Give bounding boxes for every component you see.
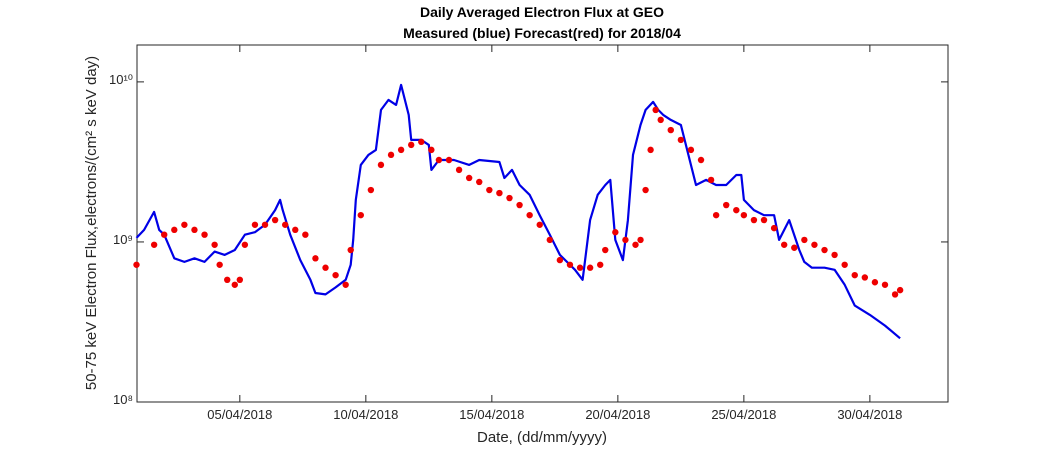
forecast-dot bbox=[861, 274, 869, 281]
forecast-dot bbox=[632, 241, 639, 248]
x-tick-label: 20/04/2018 bbox=[585, 407, 650, 422]
forecast-dot bbox=[740, 211, 748, 219]
forecast-dot bbox=[435, 156, 443, 164]
forecast-dot bbox=[536, 221, 543, 228]
measured-line bbox=[135, 83, 901, 340]
forecast-dot bbox=[292, 226, 299, 234]
forecast-dot bbox=[780, 241, 788, 248]
forecast-dot bbox=[506, 194, 513, 202]
forecast-dot bbox=[733, 206, 740, 214]
forecast-dot bbox=[642, 186, 649, 194]
forecast-dot bbox=[811, 241, 818, 248]
chart-title: Daily Averaged Electron Flux at GEO bbox=[420, 4, 664, 20]
forecast-dot bbox=[586, 264, 594, 271]
forecast-dot bbox=[465, 174, 473, 182]
forecast-dot bbox=[357, 211, 364, 219]
forecast-dot bbox=[707, 176, 715, 184]
forecast-dot bbox=[687, 146, 695, 154]
forecast-dot bbox=[387, 151, 395, 159]
forecast-dot bbox=[332, 271, 339, 279]
forecast-dot bbox=[181, 221, 188, 228]
forecast-dot bbox=[723, 201, 730, 209]
forecast-dot bbox=[347, 246, 354, 254]
x-tick-label: 10/04/2018 bbox=[333, 407, 398, 422]
forecast-dot bbox=[251, 221, 259, 228]
forecast-dot bbox=[647, 146, 654, 154]
forecast-dot bbox=[677, 136, 685, 144]
forecast-dot bbox=[516, 201, 523, 209]
forecast-dot bbox=[712, 211, 720, 219]
forecast-dot bbox=[546, 236, 554, 244]
x-axis-label: Date, (dd/mm/yyyy) bbox=[477, 429, 607, 446]
forecast-dot bbox=[241, 241, 249, 248]
forecast-dot bbox=[556, 256, 564, 264]
forecast-dot bbox=[342, 281, 349, 288]
forecast-dot bbox=[302, 231, 309, 238]
forecast-dot bbox=[322, 264, 329, 271]
forecast-dot bbox=[271, 216, 279, 224]
forecast-dot bbox=[851, 271, 858, 279]
forecast-dot bbox=[770, 224, 778, 232]
forecast-dot bbox=[657, 116, 664, 124]
forecast-dot bbox=[133, 261, 140, 268]
forecast-dot bbox=[697, 156, 705, 164]
forecast-dot bbox=[637, 236, 644, 244]
forecast-dot bbox=[171, 226, 178, 234]
y-axis-label: 50-75 keV Electron Flux,electrons/(cm² s… bbox=[83, 56, 100, 390]
y-tick-label: 10⁹ bbox=[113, 232, 133, 247]
forecast-dot bbox=[236, 276, 244, 284]
forecast-dot bbox=[367, 186, 375, 194]
forecast-dot bbox=[191, 226, 198, 234]
forecast-dot bbox=[161, 231, 168, 238]
forecast-dot bbox=[821, 246, 828, 254]
forecast-dot bbox=[667, 126, 674, 134]
forecast-dot bbox=[428, 146, 435, 154]
forecast-dot bbox=[612, 229, 619, 236]
forecast-dot bbox=[231, 281, 238, 288]
x-tick-label: 15/04/2018 bbox=[459, 407, 524, 422]
forecast-dot bbox=[476, 178, 483, 186]
forecast-dot bbox=[841, 261, 848, 268]
forecast-dot bbox=[871, 279, 879, 286]
y-tick-label: 10¹⁰ bbox=[109, 72, 133, 87]
forecast-dot bbox=[831, 251, 838, 259]
forecast-dot bbox=[312, 255, 319, 262]
x-tick-label: 30/04/2018 bbox=[837, 407, 902, 422]
forecast-dot bbox=[281, 221, 289, 228]
forecast-dot bbox=[224, 276, 231, 284]
forecast-dot bbox=[445, 156, 453, 164]
forecast-dot bbox=[216, 261, 223, 268]
forecast-dot bbox=[201, 231, 208, 238]
forecast-dot bbox=[455, 166, 463, 174]
forecast-dot bbox=[496, 189, 503, 197]
forecast-dot bbox=[407, 141, 415, 149]
forecast-dot bbox=[486, 186, 493, 194]
forecast-dot bbox=[881, 281, 889, 288]
forecast-dot bbox=[261, 221, 269, 228]
forecast-dot bbox=[526, 211, 533, 219]
forecast-dot bbox=[211, 241, 218, 248]
forecast-dot bbox=[896, 286, 904, 294]
forecast-dot bbox=[801, 236, 808, 244]
chart-subtitle: Measured (blue) Forecast(red) for 2018/0… bbox=[403, 25, 681, 41]
forecast-dot bbox=[418, 138, 425, 146]
forecast-dot bbox=[750, 216, 758, 224]
x-tick-label: 05/04/2018 bbox=[207, 407, 272, 422]
x-tick-label: 25/04/2018 bbox=[711, 407, 776, 422]
forecast-dot bbox=[566, 261, 574, 268]
forecast-dot bbox=[150, 241, 158, 248]
y-tick-label: 10⁸ bbox=[113, 392, 133, 407]
forecast-dot bbox=[622, 236, 629, 244]
forecast-dot bbox=[652, 106, 659, 114]
forecast-dot bbox=[576, 264, 584, 271]
forecast-dot bbox=[760, 216, 768, 224]
forecast-dot bbox=[602, 246, 609, 254]
forecast-dot bbox=[891, 291, 899, 298]
forecast-dot bbox=[377, 161, 385, 169]
forecast-dot bbox=[791, 244, 798, 251]
forecast-dot bbox=[397, 146, 405, 154]
forecast-dot bbox=[597, 261, 604, 268]
